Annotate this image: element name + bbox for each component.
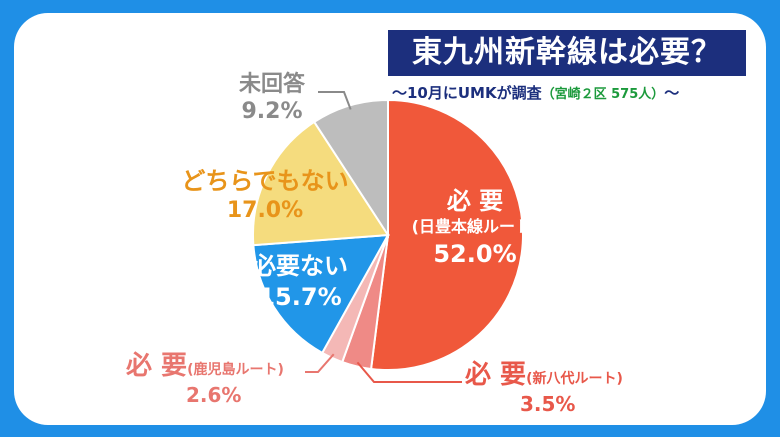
slice-label-neither-value: 17.0% [226, 198, 304, 223]
slice-label-neither: どちらでもない 17.0% [170, 166, 360, 226]
slice-value-need-shinyatsushiro: 3.5% [520, 392, 576, 416]
slice-label-not-needed-title: 必要ない [252, 252, 348, 280]
chart-subtitle: ～10月にUMKが調査（宮崎２区 575人）～ [392, 82, 752, 103]
slice-label-need-kagoshima-title: 必 要 [126, 351, 188, 381]
slice-label-need-shinyatsushiro-route: (新八代ルート) [526, 371, 623, 387]
slice-label-no-answer-title: 未回答 [238, 72, 305, 97]
slice-not-needed [252, 233, 390, 355]
slice-label-need-shinyatsushiro: 必 要(新八代ルート) [465, 354, 623, 391]
slice-label-need-nippo-route: (日豊本線ルート) [411, 217, 539, 236]
chart-title: 東九州新幹線は必要？ [388, 30, 746, 76]
slice-label-need-shinyatsushiro-title: 必 要 [465, 360, 527, 390]
slice-label-not-needed: 必要ない 15.7% [240, 250, 360, 312]
slice-label-need-kagoshima-route: (鹿児島ルート) [187, 362, 284, 378]
slice-label-need-nippo-value: 52.0% [433, 240, 517, 268]
slice-need-nippo [369, 98, 524, 371]
leader-line-shinyatsushiro [356, 361, 462, 383]
slice-label-no-answer-value: 9.2% [241, 99, 303, 124]
slice-label-not-needed-value: 15.7% [258, 283, 342, 311]
slice-label-no-answer: 未回答 9.2% [232, 72, 312, 126]
leader-line-kagoshima [305, 353, 335, 373]
slice-neither [252, 120, 390, 247]
slice-label-need-nippo: 必 要 (日豊本線ルート) 52.0% [400, 186, 550, 270]
slice-label-need-kagoshima: 必 要(鹿児島ルート) [126, 345, 284, 382]
slice-label-need-nippo-title: 必 要 [446, 187, 504, 215]
leader-line-no-answer [318, 91, 352, 110]
subtitle-prefix: ～10月にUMKが調査 [392, 84, 542, 102]
subtitle-suffix: ～ [664, 84, 680, 102]
subtitle-sample: （宮崎２区 575人） [541, 87, 665, 102]
slice-label-neither-title: どちらでもない [181, 167, 349, 195]
slice-value-need-kagoshima: 2.6% [186, 383, 242, 407]
